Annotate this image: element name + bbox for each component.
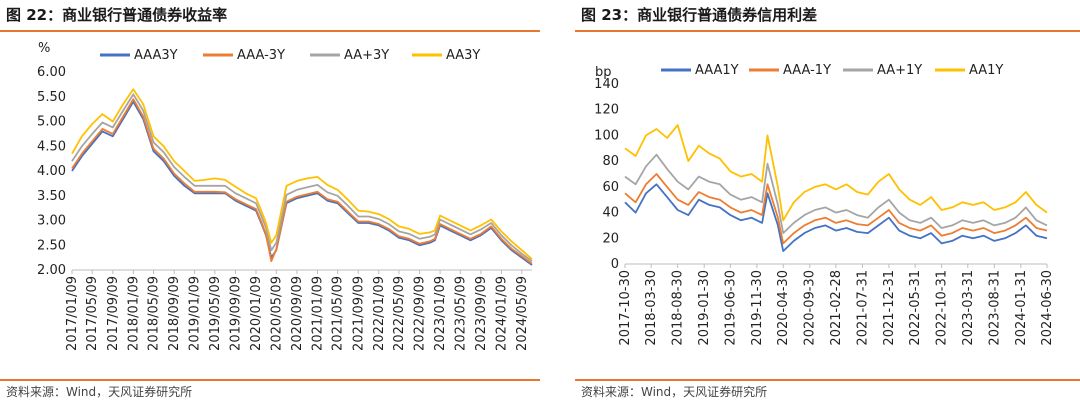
y-tick-label: 3.50 — [37, 189, 66, 204]
x-tick-label: 2018/09/09 — [167, 276, 182, 351]
x-tick-label: 2018/01/09 — [126, 276, 141, 351]
y-tick-label: 6.00 — [37, 65, 66, 80]
y-tick-label: 80 — [602, 154, 619, 169]
right-source-divider — [575, 379, 1080, 381]
y-unit-label: bp — [595, 65, 612, 80]
y-tick-label: 5.00 — [37, 115, 66, 130]
left-title-divider — [0, 30, 540, 32]
y-tick-label: 4.00 — [37, 164, 66, 179]
y-axis: 140 120 100 80 60 40 20 0 — [594, 77, 619, 272]
right-title-divider — [575, 30, 1080, 32]
legend-label-aaa-3y: AAA-3Y — [237, 48, 285, 63]
legend-label-aaa3y: AAA3Y — [134, 48, 178, 63]
x-tick-label: 2017/05/09 — [85, 276, 100, 351]
x-tick-label: 2023/05/09 — [453, 276, 468, 351]
left-chart-title: 图 22：商业银行普通债券收益率 — [6, 6, 228, 24]
series-line-aa-1y — [624, 153, 1048, 235]
x-tick-label: 2021/09/09 — [351, 276, 366, 351]
x-tick-label: 2023-03-31 — [961, 270, 976, 346]
x-tick-label: 2018-08-30 — [671, 270, 686, 346]
legend-label-aaa-1y: AAA-1Y — [783, 63, 831, 78]
x-tick-label: 2018/05/09 — [146, 276, 161, 351]
series-line-aa3y — [71, 88, 533, 260]
x-tick-label: 2021-02-28 — [829, 270, 844, 346]
series-line-aaa-1y — [624, 173, 1048, 245]
right-chart-title: 图 23：商业银行普通债券信用利差 — [581, 6, 818, 24]
x-tick-label: 2020/01/09 — [249, 276, 264, 351]
right-source-note: 资料来源：Wind，天风证券研究所 — [581, 385, 768, 399]
x-tick-label: 2021/05/09 — [331, 276, 346, 351]
x-tick-label: 2024/01/09 — [494, 276, 509, 351]
x-tick-label: 2019-01-30 — [697, 270, 712, 346]
x-tick-label: 2019/05/09 — [208, 276, 223, 351]
x-tick-label: 2017/01/09 — [65, 276, 80, 351]
series-line-aa-3y — [71, 93, 533, 262]
y-tick-label: 0 — [611, 257, 619, 272]
left-source-note: 资料来源：Wind，天风证券研究所 — [6, 385, 193, 399]
y-tick-label: 100 — [594, 128, 619, 143]
x-tick-label: 2021-07-31 — [855, 270, 870, 346]
series-lines — [71, 88, 533, 266]
legend: AAA1Y AAA-1Y AA+1Y AA1Y — [661, 63, 1003, 78]
x-tick-label: 2019-11-30 — [750, 270, 765, 346]
x-tick-label: 2020-09-30 — [803, 270, 818, 346]
x-tick-label: 2020/09/09 — [290, 276, 305, 351]
series-line-aa1y — [624, 124, 1048, 222]
x-tick-label: 2022/09/09 — [413, 276, 428, 351]
series-lines — [624, 124, 1048, 253]
y-tick-label: 20 — [602, 231, 619, 246]
series-line-aaa-3y — [71, 98, 533, 265]
legend-label-aa-3y: AA+3Y — [344, 48, 389, 63]
legend-label-aa-1y: AA+1Y — [877, 63, 922, 78]
y-tick-label: 40 — [602, 206, 619, 221]
left-source-divider — [0, 379, 540, 381]
y-unit-label: % — [38, 41, 50, 56]
x-tick-label: 2024-06-30 — [1040, 270, 1055, 346]
x-tick-label: 2023-08-31 — [987, 270, 1002, 346]
y-tick-label: 2.00 — [37, 263, 66, 278]
x-tick-label: 2021-12-31 — [882, 270, 897, 346]
x-axis: 2017-10-30 2018-03-30 2018-08-30 2019-01-30… — [618, 264, 1055, 346]
series-line-aaa3y — [71, 100, 533, 266]
y-tick-label: 2.50 — [37, 238, 66, 253]
x-tick-label: 2024/05/09 — [515, 276, 530, 351]
y-tick-label: 3.00 — [37, 214, 66, 229]
legend: AAA3Y AAA-3Y AA+3Y AA3Y — [100, 48, 480, 63]
y-tick-label: 60 — [602, 180, 619, 195]
y-axis: 6.00 5.50 5.00 4.50 4.00 3.50 3.00 2.50 2.00 — [37, 65, 66, 278]
series-line-aaa1y — [624, 183, 1048, 253]
left-chart-panel: 图 22：商业银行普通债券收益率 % 6.00 5.50 5.00 4.50 4.00 3.… — [0, 6, 540, 399]
x-tick-label: 2023/09/09 — [474, 276, 489, 351]
left-chart-svg: %6.005.505.004.504.003.503.002.502.00201… — [37, 41, 533, 351]
legend-label-aa1y: AA1Y — [969, 63, 1003, 78]
x-tick-label: 2019/01/09 — [188, 276, 203, 351]
x-tick-label: 2020/05/09 — [269, 276, 284, 351]
x-tick-label: 2022-05-31 — [908, 270, 923, 346]
x-tick-label: 2017-10-30 — [618, 270, 633, 346]
y-tick-label: 5.50 — [37, 90, 66, 105]
legend-label-aa3y: AA3Y — [446, 48, 480, 63]
x-tick-label: 2018-03-30 — [644, 270, 659, 346]
x-tick-label: 2019/09/09 — [228, 276, 243, 351]
x-tick-label: 2020-04-30 — [776, 270, 791, 346]
x-tick-label: 2022/01/09 — [372, 276, 387, 351]
x-tick-label: 2019-06-30 — [723, 270, 738, 346]
right-chart-panel: 图 23：商业银行普通债券信用利差 bp 140 120 100 80 60 40 20 0 20… — [575, 0, 1080, 400]
legend-label-aaa1y: AAA1Y — [695, 63, 739, 78]
y-tick-label: 120 — [594, 103, 619, 118]
x-tick-label: 2017/09/09 — [106, 276, 121, 351]
x-axis: 2017/01/09 2017/05/09 2017/09/09 2018/01/09… — [65, 270, 530, 351]
x-tick-label: 2023/01/09 — [433, 276, 448, 351]
x-tick-label: 2022-10-31 — [935, 270, 950, 346]
y-tick-label: 4.50 — [37, 139, 66, 154]
x-tick-label: 2022/05/09 — [392, 276, 407, 351]
x-tick-label: 2024-01-31 — [1014, 270, 1029, 346]
x-tick-label: 2021/01/09 — [310, 276, 325, 351]
y-tick-label: 140 — [594, 77, 619, 92]
